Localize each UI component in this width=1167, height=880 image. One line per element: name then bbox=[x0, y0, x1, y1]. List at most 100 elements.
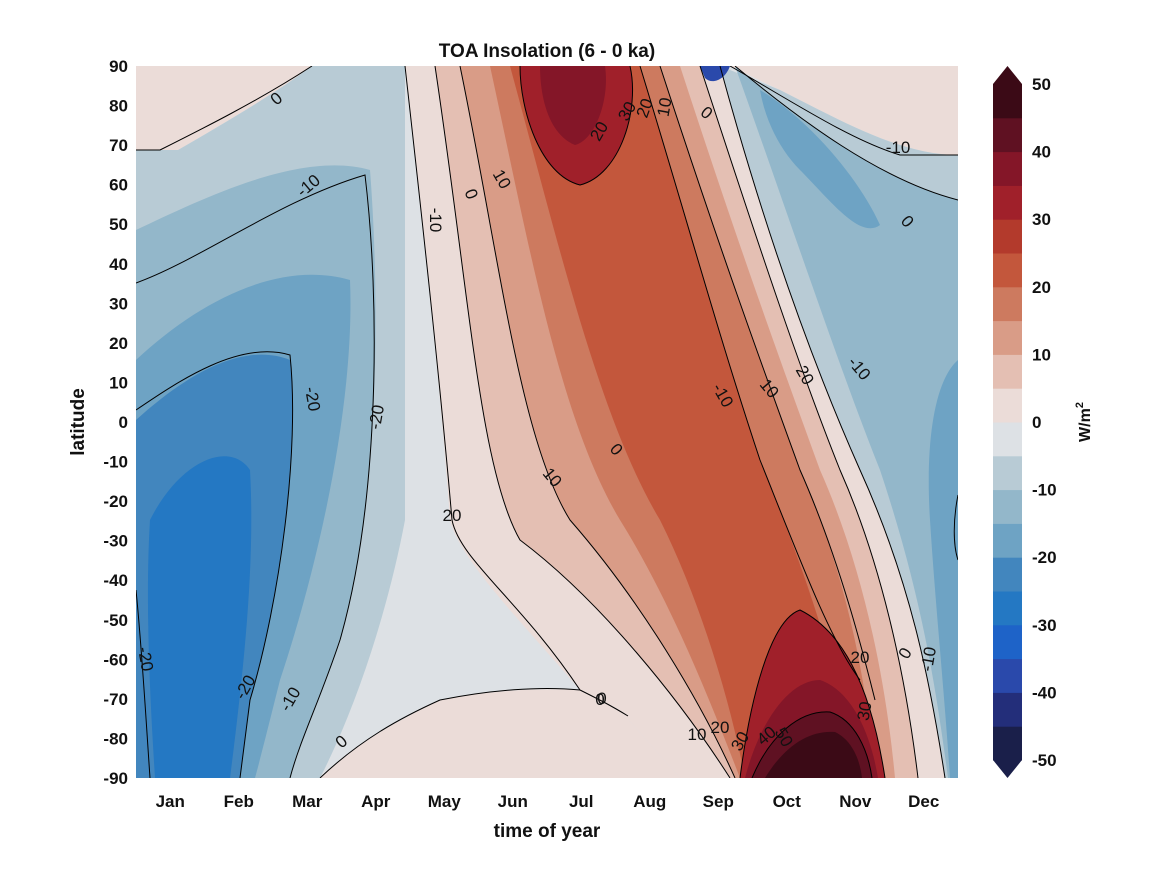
colorbar-tick-label: 0 bbox=[1032, 413, 1041, 432]
colorbar-segment bbox=[993, 422, 1022, 457]
contour-lines bbox=[136, 66, 958, 778]
colorbar-segment bbox=[993, 692, 1022, 727]
colorbar-segment bbox=[993, 489, 1022, 524]
colorbar-segment bbox=[993, 185, 1022, 220]
colorbar-min-arrow bbox=[993, 760, 1022, 778]
y-tick-label: 80 bbox=[109, 97, 128, 116]
chart-title: TOA Insolation (6 - 0 ka) bbox=[439, 41, 655, 62]
x-axis-label: time of year bbox=[494, 821, 601, 842]
contour-line-0-northwest bbox=[136, 66, 313, 151]
contour-label: 20 bbox=[443, 506, 462, 525]
contour-label: 20 bbox=[711, 718, 730, 737]
colorbar-segment bbox=[993, 388, 1022, 423]
colorbar-tick-label: 40 bbox=[1032, 143, 1051, 162]
contour-label: -10 bbox=[886, 138, 911, 157]
colorbar-tick-label: -20 bbox=[1032, 548, 1057, 567]
contour-line-40-south bbox=[751, 711, 873, 778]
contour-line-10-right bbox=[659, 66, 876, 701]
contour-label: 10 bbox=[688, 725, 707, 744]
colorbar-segment bbox=[993, 354, 1022, 389]
contour-line-10-left bbox=[434, 66, 731, 778]
contour-fill-minus-20-east-edge bbox=[928, 360, 958, 778]
y-tick-label: 70 bbox=[109, 136, 128, 155]
colorbar-tick-label: -50 bbox=[1032, 751, 1057, 770]
contour-line-minus20-west bbox=[136, 351, 294, 778]
colorbar-tick-label: -40 bbox=[1032, 683, 1057, 702]
contour-line-0-right bbox=[699, 66, 919, 778]
contour-label: 10 bbox=[654, 96, 676, 118]
y-tick-label: -50 bbox=[103, 611, 128, 630]
x-tick-label: Nov bbox=[839, 792, 872, 811]
contour-fill-south-max-peak bbox=[765, 731, 862, 778]
colorbar-segment bbox=[993, 286, 1022, 322]
x-tick-label: Feb bbox=[224, 792, 254, 811]
contour-label: 20 bbox=[851, 648, 870, 667]
contour-label: 30 bbox=[854, 700, 876, 722]
x-tick-label: Aug bbox=[633, 792, 666, 811]
contour-fill-0-to-10-south bbox=[320, 689, 680, 778]
contour-line-20-right bbox=[639, 66, 861, 681]
contour-line-0-northeast bbox=[729, 66, 958, 156]
x-tick-label: Apr bbox=[361, 792, 391, 811]
x-tick-label: Mar bbox=[292, 792, 323, 811]
contour-line-30-north bbox=[519, 66, 634, 186]
colorbar-tick-label: 10 bbox=[1032, 345, 1051, 364]
colorbar-segment bbox=[993, 523, 1022, 558]
contour-line-20-left bbox=[459, 66, 736, 778]
y-tick-label: 20 bbox=[109, 334, 128, 353]
colorbar-label-text: W/m bbox=[1077, 408, 1094, 442]
contour-label: 0 bbox=[595, 690, 604, 709]
contour-line-30-south bbox=[739, 609, 886, 778]
x-tick-label: Jun bbox=[498, 792, 528, 811]
x-tick-label: Jan bbox=[156, 792, 185, 811]
y-tick-label: 90 bbox=[109, 57, 128, 76]
contour-fill-north-max-core bbox=[540, 66, 606, 145]
contour-line-minus10-right bbox=[719, 66, 946, 778]
contour-label: -20 bbox=[134, 645, 157, 673]
y-axis: 90 80 70 60 50 40 30 20 10 0 -10 -20 -30 -40 -50 -60 -70… bbox=[103, 57, 128, 788]
y-tick-label: -90 bbox=[103, 769, 128, 788]
contour-label: -20 bbox=[365, 403, 388, 431]
y-tick-label: -80 bbox=[103, 729, 128, 748]
y-tick-label: 60 bbox=[109, 176, 128, 195]
contour-line-minus20-east-edge bbox=[953, 494, 958, 561]
x-tick-label: Oct bbox=[773, 792, 802, 811]
y-tick-label: 50 bbox=[109, 215, 128, 234]
contour-line-minus10-northeast bbox=[734, 66, 958, 201]
colorbar-segment bbox=[993, 455, 1022, 491]
colorbar-tick-label: 30 bbox=[1032, 210, 1051, 229]
colorbar-tick-label: 20 bbox=[1032, 278, 1051, 297]
colorbar-segment bbox=[993, 253, 1022, 288]
colorbar-segment bbox=[993, 219, 1022, 254]
colorbar-segment bbox=[993, 320, 1022, 355]
contour-line-0-south-left bbox=[319, 687, 581, 778]
x-tick-label: Jul bbox=[569, 792, 594, 811]
y-tick-label: 10 bbox=[109, 373, 128, 392]
colorbar-tick-label: 50 bbox=[1032, 75, 1051, 94]
colorbar-segment bbox=[993, 726, 1022, 761]
x-tick-label: Dec bbox=[908, 792, 939, 811]
y-tick-label: -70 bbox=[103, 690, 128, 709]
colorbar-tick-label: -10 bbox=[1032, 481, 1057, 500]
y-tick-label: 30 bbox=[109, 294, 128, 313]
contour-fill-minus-30-west bbox=[147, 456, 252, 778]
y-tick-label: 40 bbox=[109, 255, 128, 274]
contour-line-minus20-left bbox=[136, 589, 151, 778]
x-tick-label: May bbox=[428, 792, 462, 811]
contour-fill-northeast-min bbox=[700, 66, 730, 82]
y-tick-label: 0 bbox=[119, 413, 128, 432]
colorbar-label-superscript: 2 bbox=[1074, 402, 1086, 408]
colorbar-tick-label: -30 bbox=[1032, 616, 1057, 635]
contour-label: -10 bbox=[426, 208, 445, 233]
colorbar-segment bbox=[993, 658, 1022, 693]
colorbar: 50 40 30 20 10 0 -10 -20 -30 -40 -50 bbox=[993, 66, 1057, 778]
contour-fill-0-to-10-north bbox=[136, 66, 312, 150]
contour-fill-0-to-10-northeast bbox=[730, 66, 958, 155]
colorbar-label: W/m2 bbox=[1074, 402, 1094, 442]
contour-label: -10 bbox=[917, 645, 940, 673]
colorbar-segment bbox=[993, 624, 1022, 660]
y-tick-label: -30 bbox=[103, 532, 128, 551]
